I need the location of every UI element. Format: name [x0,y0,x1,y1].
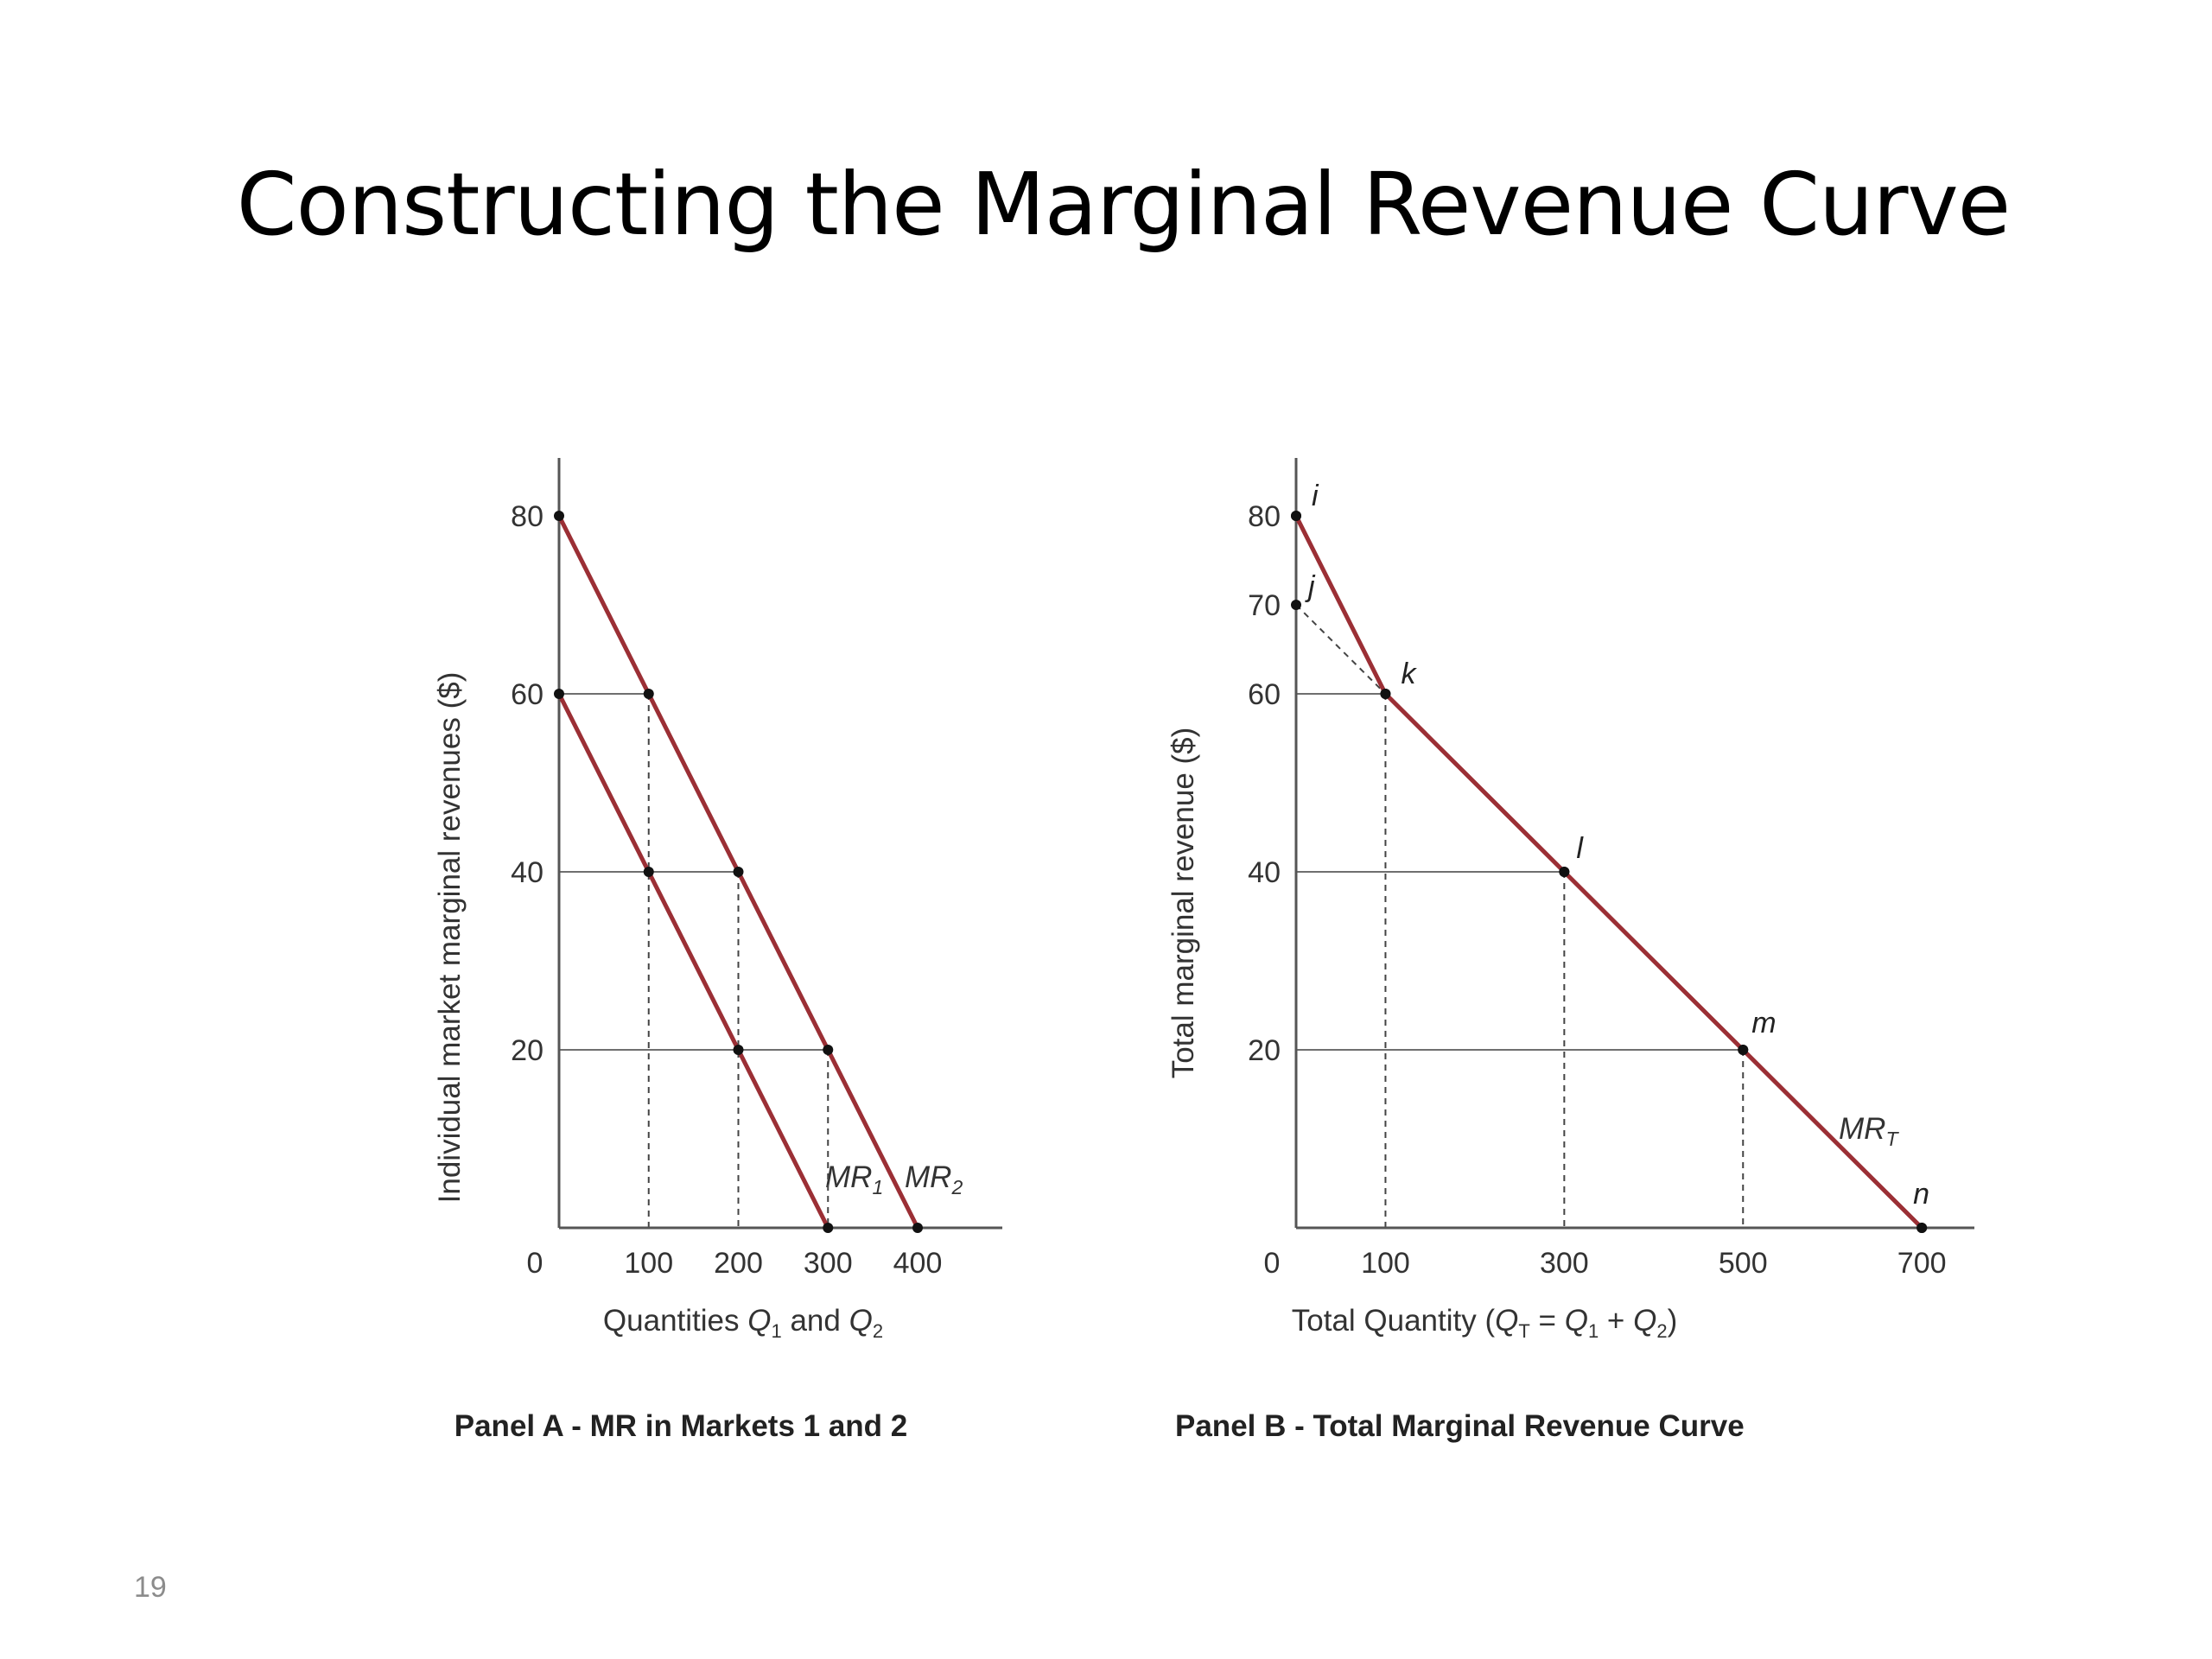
panel-b-chart: Total marginal revenue ($) Total Quantit… [1166,458,1974,1443]
mr1-curve-label: MR1 [825,1160,883,1198]
x-title-part: 2 [873,1320,883,1342]
panel-b-y-tick-label: 40 [1248,856,1281,889]
mr2-point [643,689,654,699]
panel-a-chart: Individual market marginal revenues ($) … [433,458,1002,1443]
panel-a-caption: Panel A - MR in Markets 1 and 2 [454,1409,908,1443]
panel-b-x-tick-label: 300 [1540,1247,1589,1280]
slide-number: 19 [134,1571,167,1604]
panel-b-x-axis-title: Total Quantity (QT = Q1 + Q2) [1292,1304,1677,1342]
point-k-label: k [1401,658,1417,690]
panel-b-x-tick-label: 700 [1897,1247,1947,1280]
point-j-label: j [1305,570,1316,603]
mr1-point [643,867,654,877]
panel-b-y-axis-title: Total marginal revenue ($) [1166,728,1200,1079]
mr2-point [912,1223,923,1233]
subscript: 1 [872,1176,883,1198]
panel-b-y-tick-label: 60 [1248,678,1281,711]
mr1-point [823,1223,834,1233]
panel-a-origin-label: 0 [527,1247,543,1280]
x-title-part: Q [1633,1304,1656,1338]
mr1-point [733,1045,744,1055]
panel-b-caption: Panel B - Total Marginal Revenue Curve [1175,1409,1745,1443]
point-m-marker [1738,1045,1749,1055]
point-j-marker [1291,600,1301,610]
x-title-part: 2 [1656,1320,1667,1342]
x-title-part: and [782,1304,849,1338]
point-m-label: m [1751,1007,1776,1039]
x-title-part: Q [747,1304,771,1338]
panel-b-y-tick-label: 70 [1248,589,1281,622]
point-l-marker [1559,867,1570,877]
mr2-point [823,1045,834,1055]
point-i-label: i [1312,480,1319,512]
x-title-part: Q [849,1304,873,1338]
mr2-point [733,867,744,877]
panel-a-y-tick-label: 40 [511,856,543,889]
point-n-marker [1916,1223,1928,1233]
point-l-label: l [1576,832,1584,865]
panel-a-x-tick-label: 300 [804,1247,853,1280]
subscript: 2 [950,1176,963,1198]
mrt-curve-label: MRT [1839,1112,1899,1150]
panel-a-y-tick-label: 80 [511,500,543,533]
x-title-part: Q [1565,1304,1588,1338]
point-i-marker [1291,511,1301,521]
panel-a-x-tick-label: 200 [714,1247,763,1280]
panel-b-y-tick-label: 80 [1248,500,1281,533]
x-title-part: = [1530,1304,1565,1338]
x-title-part: 1 [771,1320,781,1342]
mr2-curve-label: MR2 [905,1160,963,1198]
x-title-part: Quantities [603,1304,747,1338]
mr1-point [554,689,564,699]
panel-a-y-tick-label: 20 [511,1034,543,1067]
panel-a-y-tick-label: 60 [511,678,543,711]
panel-b-x-tick-label: 100 [1361,1247,1410,1280]
panel-b-y-tick-label: 20 [1248,1034,1281,1067]
slide-title: Constructing the Marginal Revenue Curve [236,154,2011,255]
point-n-label: n [1913,1178,1929,1211]
x-title-part: Total Quantity ( [1292,1304,1496,1338]
panel-a-x-tick-label: 100 [624,1247,673,1280]
x-title-part: T [1518,1320,1529,1342]
panel-b-origin-label: 0 [1264,1247,1281,1280]
mr1-curve [556,692,830,1230]
panel-a-x-axis-title: Quantities Q1 and Q2 [603,1304,883,1342]
j-to-k-dashed-line [1295,604,1387,695]
point-k-marker [1380,689,1391,699]
x-title-part: Q [1495,1304,1518,1338]
panel-a-y-axis-title: Individual market marginal revenues ($) [433,672,467,1204]
mr2-point [554,511,564,521]
subscript: T [1885,1128,1899,1150]
x-title-part: ) [1668,1304,1678,1338]
x-title-part: 1 [1588,1320,1599,1342]
panel-a-x-tick-label: 400 [893,1247,943,1280]
x-title-part: + [1599,1304,1633,1338]
panel-b-x-tick-label: 500 [1719,1247,1768,1280]
